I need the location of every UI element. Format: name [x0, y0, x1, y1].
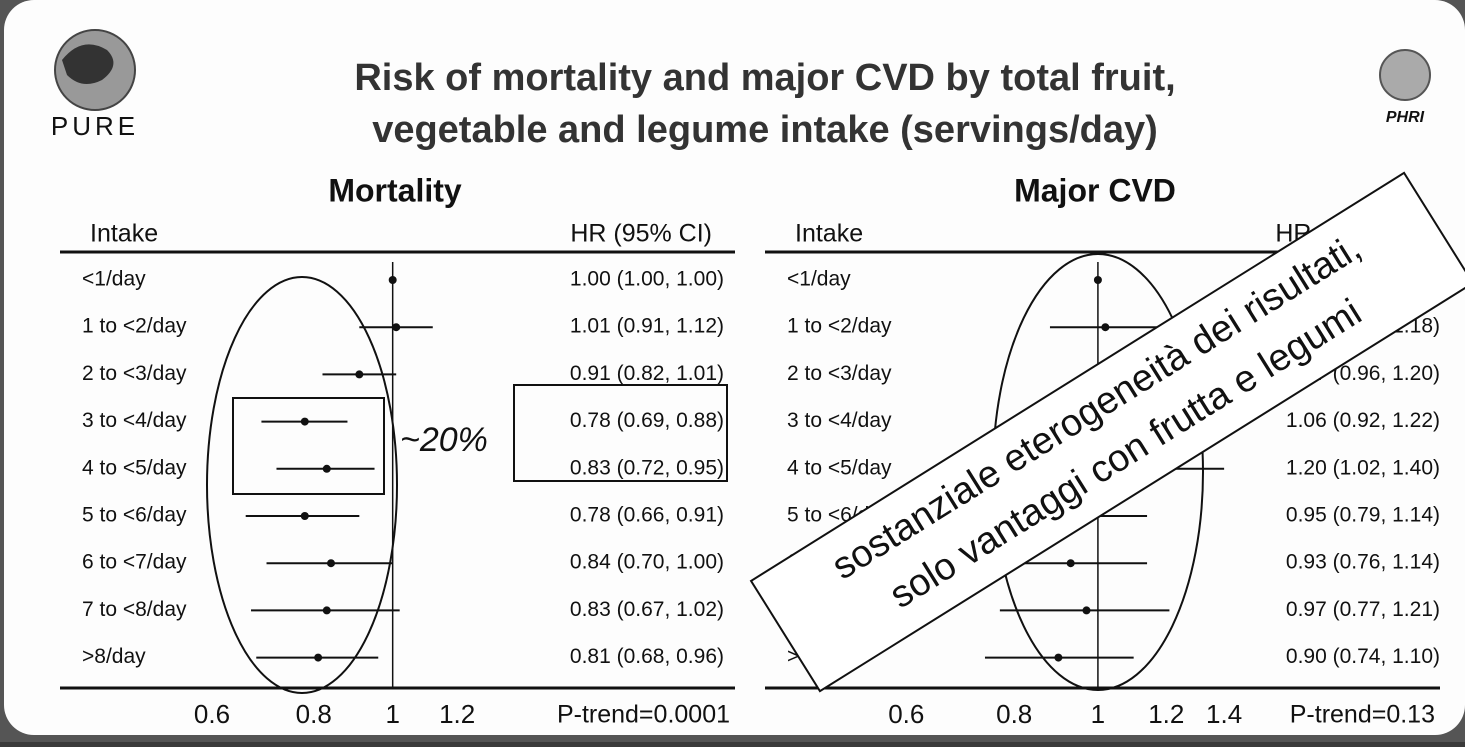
x-tick-label: 0.6 — [888, 699, 924, 729]
value-label: 0.78 (0.66, 0.91) — [570, 504, 724, 527]
row-label: >8/day — [82, 645, 146, 668]
hr-point — [314, 653, 323, 662]
hr-point — [300, 417, 309, 426]
row-label: 3 to <4/day — [787, 409, 892, 432]
panel-title: Mortality — [328, 172, 462, 208]
x-tick-label: 1.4 — [1206, 699, 1242, 729]
row-label: 7 to <8/day — [82, 598, 187, 621]
slide-title: vegetable and legume intake (servings/da… — [372, 109, 1158, 151]
hr-point — [327, 559, 336, 568]
value-label: 0.97 (0.77, 1.21) — [1286, 598, 1440, 621]
highlight-box — [513, 384, 728, 482]
hr-point — [1101, 323, 1110, 332]
x-tick-label: 1.2 — [439, 699, 475, 729]
row-label: 3 to <4/day — [82, 409, 187, 432]
footnote: P-trend=0.13 — [1290, 701, 1435, 729]
hr-point — [1082, 606, 1091, 615]
logo-text: PHRI — [1386, 109, 1425, 126]
slide-background — [4, 0, 1465, 735]
x-tick-label: 1 — [1091, 699, 1105, 729]
x-tick-label: 0.8 — [996, 699, 1032, 729]
globe-land — [62, 44, 114, 84]
logo-left: PURE — [51, 29, 139, 141]
value-label: 0.78 (0.69, 0.88) — [570, 409, 724, 432]
row-label: 1 to <2/day — [82, 315, 187, 338]
value-label: 0.83 (0.67, 1.02) — [570, 598, 724, 621]
column-header: HR (95% CI) — [570, 220, 712, 248]
row-label: 2 to <3/day — [82, 362, 187, 385]
logo-right: PHRI — [1379, 49, 1431, 126]
logo-text: PURE — [51, 111, 139, 141]
hr-point — [322, 606, 331, 615]
hr-point — [1066, 559, 1075, 568]
hr-point — [322, 464, 331, 473]
value-label: 1.20 (1.02, 1.40) — [1286, 456, 1440, 479]
x-tick-label: 0.6 — [194, 699, 230, 729]
value-label: 0.95 (0.79, 1.14) — [1286, 504, 1440, 527]
value-label: 0.84 (0.70, 1.00) — [570, 551, 724, 574]
hr-point — [300, 512, 309, 520]
hr-point — [1093, 276, 1102, 284]
x-tick-label: 1 — [385, 699, 399, 729]
highlight-box — [232, 397, 385, 495]
row-label: 6 to <7/day — [82, 551, 187, 574]
globe — [1379, 49, 1431, 101]
hr-point — [355, 370, 364, 379]
panel-title: Major CVD — [1014, 172, 1176, 208]
row-label: 4 to <5/day — [787, 456, 892, 479]
value-label: 0.83 (0.72, 0.95) — [570, 456, 724, 479]
row-label: <1/day — [787, 268, 851, 291]
value-label: 0.91 (0.82, 1.01) — [570, 362, 724, 385]
value-label: 1.06 (0.92, 1.22) — [1286, 409, 1440, 432]
overlay-box — [749, 171, 1465, 693]
x-tick-label: 1.2 — [1148, 699, 1184, 729]
column-header: Intake — [795, 220, 863, 248]
slide-title: Risk of mortality and major CVD by total… — [354, 57, 1175, 99]
hr-point — [388, 276, 397, 284]
footnote: P-trend=0.0001 — [557, 701, 730, 729]
row-label: 5 to <6/day — [82, 504, 187, 527]
value-label: 0.93 (0.76, 1.14) — [1286, 551, 1440, 574]
row-label: 2 to <3/day — [787, 362, 892, 385]
row-label: <1/day — [82, 268, 146, 291]
row-label: 1 to <2/day — [787, 315, 892, 338]
column-header: Intake — [90, 220, 158, 248]
x-tick-label: 0.8 — [296, 699, 332, 729]
value-label: 1.00 (1.00, 1.00) — [570, 268, 724, 291]
annotation: ~20% — [400, 421, 488, 459]
value-label: 0.90 (0.74, 1.10) — [1286, 645, 1440, 668]
hr-point — [1054, 653, 1063, 662]
hr-point — [392, 323, 401, 332]
row-label: 4 to <5/day — [82, 456, 187, 479]
value-label: 0.81 (0.68, 0.96) — [570, 645, 724, 668]
value-label: 1.01 (0.91, 1.12) — [570, 315, 724, 338]
highlight-ellipse — [206, 276, 398, 694]
